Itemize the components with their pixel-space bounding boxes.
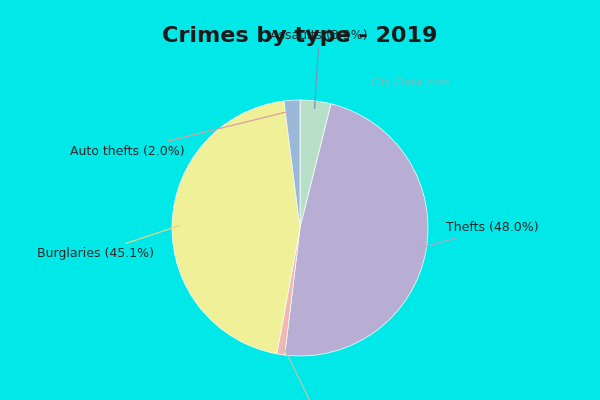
Text: Crimes by type - 2019: Crimes by type - 2019 xyxy=(163,26,437,46)
Text: Auto thefts (2.0%): Auto thefts (2.0%) xyxy=(70,111,290,158)
Text: Burglaries (45.1%): Burglaries (45.1%) xyxy=(37,226,179,260)
Wedge shape xyxy=(285,104,428,356)
Text: Thefts (48.0%): Thefts (48.0%) xyxy=(418,222,538,248)
Text: Assaults (3.9%): Assaults (3.9%) xyxy=(271,30,368,108)
Wedge shape xyxy=(284,100,300,228)
Text: Robberies (1.0%): Robberies (1.0%) xyxy=(265,347,373,400)
Text: City-Data.com: City-Data.com xyxy=(371,78,451,88)
Wedge shape xyxy=(277,228,300,355)
Wedge shape xyxy=(172,101,300,354)
Wedge shape xyxy=(300,100,331,228)
